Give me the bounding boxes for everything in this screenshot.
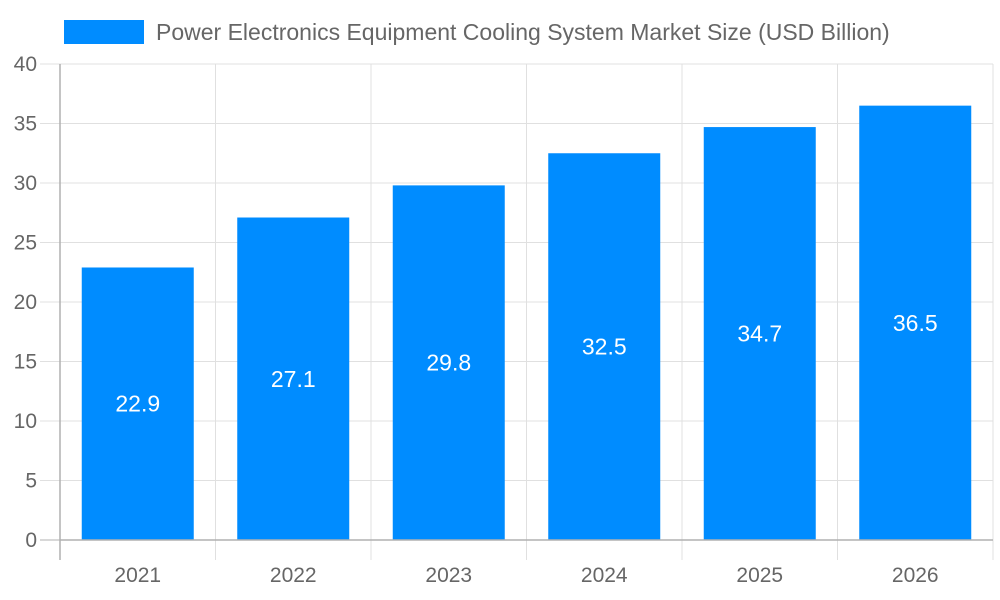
data-label: 22.9 (115, 391, 160, 417)
data-label: 32.5 (582, 334, 627, 360)
y-tick-label: 5 (25, 470, 37, 493)
x-tick-label: 2022 (270, 564, 317, 587)
bar (237, 217, 350, 540)
x-tick-label: 2025 (736, 564, 783, 587)
bar (703, 127, 816, 540)
x-tick-label: 2021 (114, 564, 161, 587)
y-tick-label: 20 (14, 291, 37, 314)
y-tick-label: 0 (25, 529, 37, 552)
y-tick-label: 15 (14, 351, 37, 374)
bar (81, 267, 194, 540)
data-label: 29.8 (426, 350, 471, 376)
y-tick-label: 30 (14, 172, 37, 195)
y-tick-label: 40 (14, 53, 37, 76)
grid (60, 63, 994, 560)
y-tick-label: 35 (14, 113, 37, 136)
data-label: 36.5 (893, 310, 938, 336)
y-tick-label: 10 (14, 410, 37, 433)
bar (548, 153, 661, 540)
legend-label: Power Electronics Equipment Cooling Syst… (156, 19, 890, 45)
legend[interactable]: Power Electronics Equipment Cooling Syst… (64, 19, 890, 45)
x-tick-label: 2024 (581, 564, 628, 587)
bar (392, 185, 505, 540)
data-label: 27.1 (271, 366, 316, 392)
x-tick-label: 2023 (425, 564, 472, 587)
data-label: 34.7 (737, 321, 782, 347)
y-tick-label: 25 (14, 232, 37, 255)
legend-swatch (64, 20, 144, 44)
x-tick-label: 2026 (892, 564, 939, 587)
bars: 22.9 27.1 29.8 32.5 34.7 36.5 (81, 105, 972, 541)
bar (859, 105, 972, 541)
